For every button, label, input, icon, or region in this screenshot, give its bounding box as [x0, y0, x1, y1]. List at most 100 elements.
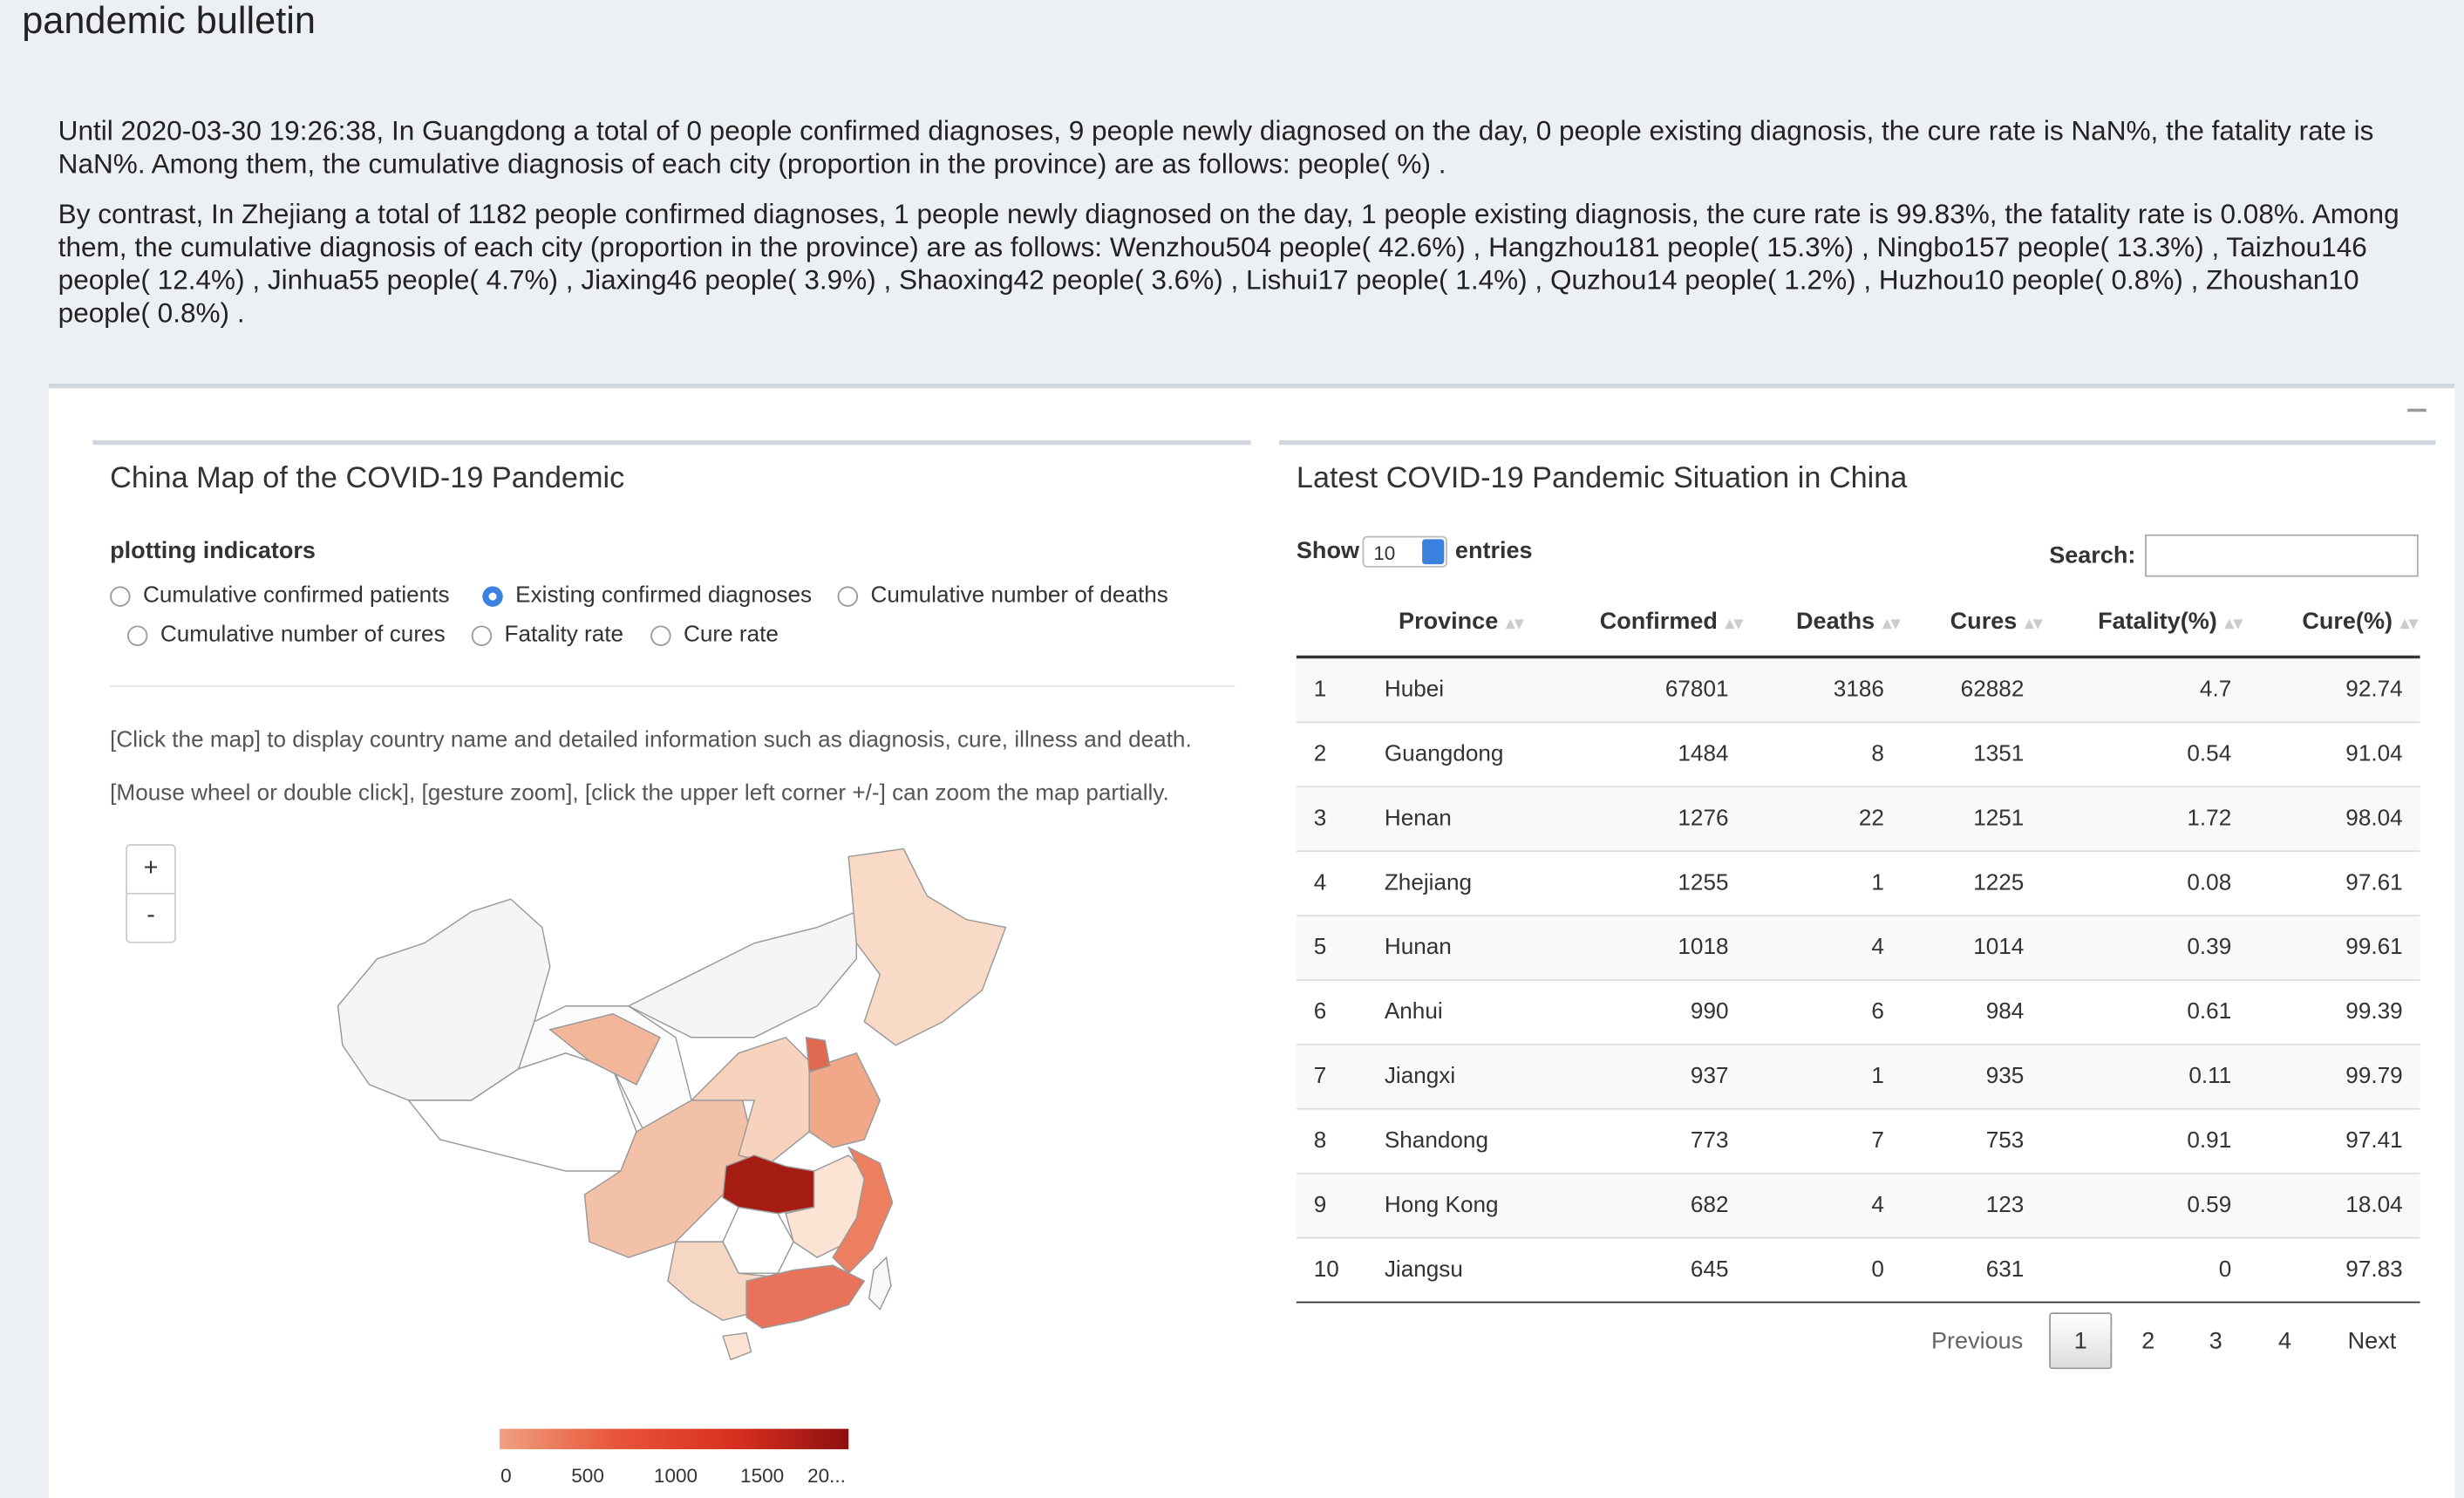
table-cell: 97.61 [2345, 870, 2403, 896]
table-cell: 645 [1690, 1257, 1729, 1284]
panel-title: China Map of the COVID-19 Pandemic [110, 461, 625, 495]
column-header[interactable]: Deaths ▴▾ [1796, 609, 1900, 636]
table-cell: 18.04 [2345, 1193, 2403, 1219]
radio[interactable] [482, 586, 503, 607]
row-index: 4 [1313, 870, 1327, 896]
search-input[interactable] [2145, 534, 2419, 577]
table-cell: 7 [1871, 1128, 1884, 1154]
column-header[interactable]: Cure(%) ▴▾ [2302, 609, 2418, 636]
indicator-label: plotting indicators [110, 537, 316, 565]
previous-button[interactable]: Previous [1931, 1328, 2024, 1355]
radio-option[interactable]: Cumulative confirmed patients [110, 582, 450, 609]
zoom-in[interactable]: + [126, 846, 175, 895]
option-label: Existing confirmed diagnoses [515, 582, 813, 609]
page-button[interactable]: 2 [2141, 1328, 2155, 1355]
radio-option[interactable]: Cumulative number of deaths [837, 582, 1168, 609]
table-row [1296, 1109, 2420, 1175]
table-cell: 935 [1985, 1064, 2025, 1090]
column-header[interactable]: Province ▴▾ [1399, 609, 1523, 636]
header-label: Province [1399, 608, 1499, 636]
length-value: 10 [1373, 541, 1396, 565]
header-label: Cures [1950, 608, 2018, 636]
table-cell: Hunan [1384, 935, 1452, 961]
option-label: Cumulative confirmed patients [143, 582, 450, 609]
instruction: [Click the map] to display country name … [110, 727, 1192, 753]
region [722, 1331, 752, 1361]
table-cell: 99.79 [2345, 1064, 2403, 1090]
column-header[interactable]: Confirmed ▴▾ [1600, 609, 1743, 636]
zoom-out[interactable]: - [146, 902, 155, 929]
table-cell: 4 [1871, 935, 1884, 961]
sort-icon: ▴▾ [2025, 614, 2043, 634]
table-cell: Shandong [1384, 1128, 1489, 1154]
sort-icon: ▴▾ [1506, 614, 1524, 634]
hubei [722, 1154, 815, 1215]
radio-option[interactable]: Fatality rate [471, 623, 623, 648]
radio[interactable] [650, 625, 671, 646]
row-index: 2 [1313, 741, 1327, 767]
row-index: 7 [1313, 1064, 1327, 1090]
collapse-button[interactable] [2407, 408, 2427, 412]
china-map[interactable] [314, 833, 1037, 1375]
show-label: Show [1296, 537, 1359, 565]
page-button[interactable]: 4 [2278, 1328, 2292, 1355]
instruction: [Mouse wheel or double click], [gesture … [110, 780, 1169, 807]
page-button[interactable]: 1 [2049, 1312, 2113, 1370]
table-cell: 631 [1985, 1257, 2025, 1284]
table-cell: 1014 [1973, 935, 2025, 961]
search-label: Search: [2049, 541, 2136, 569]
bulletin-paragraph: Until 2020-03-30 19:26:38, In Guangdong … [58, 114, 2374, 180]
row-index: 5 [1313, 935, 1327, 961]
option-label: Cure rate [684, 622, 779, 648]
table-cell: 0 [1871, 1257, 1884, 1284]
region [627, 910, 857, 1038]
radio-option[interactable]: Cure rate [650, 623, 779, 648]
legend-label: 500 [571, 1465, 604, 1488]
option-label: Cumulative number of deaths [870, 582, 1168, 609]
row-index: 9 [1313, 1193, 1327, 1219]
table-cell: Jiangsu [1384, 1257, 1463, 1284]
bulletin: Until 2020-03-30 19:26:38, In Guangdong … [58, 115, 2423, 348]
table-cell: 98.04 [2345, 806, 2403, 832]
sort-icon: ▴▾ [1725, 614, 1743, 634]
table-cell: 3186 [1833, 677, 1884, 703]
page-button[interactable]: 3 [2209, 1328, 2222, 1355]
radio[interactable] [837, 586, 859, 607]
legend-label: 1000 [653, 1465, 698, 1488]
radio-option[interactable]: Cumulative number of cures [126, 622, 446, 648]
table-cell: 1255 [1678, 870, 1729, 896]
legend-bar [500, 1428, 849, 1450]
next-button[interactable]: Next [2347, 1328, 2397, 1355]
header-label: Cure(%) [2302, 608, 2393, 636]
table-cell: 0.61 [2187, 999, 2232, 1025]
column-header[interactable]: Cures ▴▾ [1950, 609, 2043, 636]
table-cell: 0.59 [2187, 1193, 2232, 1219]
table-cell: 99.39 [2345, 999, 2403, 1025]
table-cell: 753 [1985, 1128, 2025, 1154]
table-row [1296, 852, 2420, 916]
row-index: 3 [1313, 806, 1327, 832]
row-index: 1 [1313, 677, 1327, 703]
table-cell: 0 [2218, 1257, 2232, 1284]
table-cell: 0.54 [2187, 741, 2232, 767]
row-index: 8 [1313, 1128, 1327, 1154]
legend-label: 1500 [740, 1465, 785, 1488]
column-header[interactable]: Fatality(%) ▴▾ [2098, 609, 2243, 636]
table-cell: 4 [1871, 1193, 1884, 1219]
legend-label: 20... [807, 1465, 846, 1488]
sort-icon: ▴▾ [2400, 614, 2418, 634]
table-row [1296, 723, 2420, 788]
radio[interactable] [126, 625, 148, 646]
sort-icon: ▴▾ [2224, 614, 2243, 634]
row-index: 10 [1313, 1257, 1339, 1284]
radio[interactable] [471, 625, 493, 646]
legend-label: 0 [500, 1465, 512, 1488]
header-label: Fatality(%) [2098, 608, 2217, 636]
radio-option[interactable]: Existing confirmed diagnoses [482, 583, 812, 609]
table-cell: 1 [1871, 870, 1884, 896]
radio[interactable] [110, 586, 131, 607]
option-label: Cumulative number of cures [160, 622, 446, 648]
length-select[interactable]: 10 [1362, 535, 1447, 568]
